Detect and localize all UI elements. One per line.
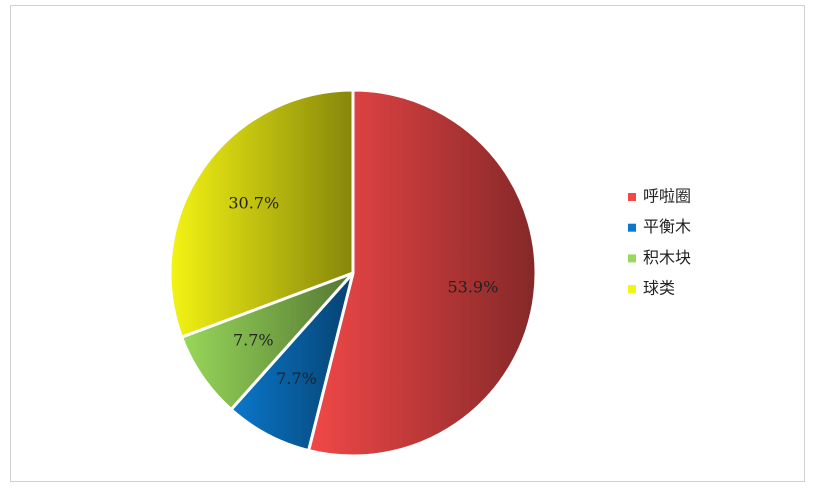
data-label: 30.7%	[228, 194, 279, 213]
pie-slice	[306, 88, 538, 458]
legend-label: 球类	[643, 279, 675, 298]
pie-slice	[168, 88, 355, 340]
legend-swatch	[628, 223, 636, 232]
legend-label: 呼啦圈	[643, 187, 691, 206]
legend-label: 平衡木	[643, 217, 691, 236]
legend-swatch	[628, 285, 636, 294]
data-label: 7.7%	[276, 369, 317, 388]
data-label: 53.9%	[447, 277, 498, 296]
legend-label: 积木块	[643, 248, 691, 267]
legend-swatch	[628, 254, 636, 263]
legend-swatch	[628, 193, 636, 201]
data-label: 7.7%	[233, 331, 274, 350]
